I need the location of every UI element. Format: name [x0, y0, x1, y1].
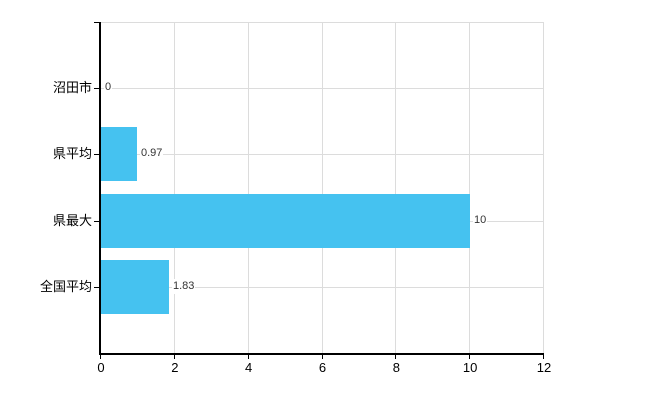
x-axis-line — [99, 353, 544, 355]
value-label: 0.97 — [140, 146, 164, 161]
category-label: 全国平均 — [39, 279, 92, 294]
grid-line-vertical — [469, 22, 471, 353]
x-axis-tick — [247, 354, 249, 359]
grid-line-horizontal — [101, 22, 544, 23]
grid-line-horizontal — [101, 287, 544, 288]
x-axis-tick-label: 8 — [392, 360, 400, 375]
category-label: 沼田市 — [52, 80, 92, 95]
bar — [101, 260, 169, 314]
grid-line-horizontal — [101, 154, 544, 155]
y-axis-tick — [94, 221, 100, 222]
x-axis-tick — [469, 354, 471, 359]
y-axis-tick — [94, 88, 100, 89]
value-label: 1.83 — [172, 279, 196, 294]
x-axis-tick-label: 6 — [318, 360, 327, 375]
category-label: 県平均 — [52, 146, 92, 161]
x-axis-tick — [100, 354, 101, 359]
x-axis-tick-label: 2 — [171, 360, 179, 375]
bar — [101, 127, 137, 181]
grid-line-vertical — [543, 22, 544, 353]
x-axis-tick-label: 12 — [536, 360, 552, 375]
grid-line-vertical — [173, 22, 175, 353]
x-axis-tick-label: 4 — [245, 360, 253, 375]
grid-line-vertical — [321, 22, 323, 353]
x-axis-tick — [395, 354, 397, 359]
y-axis-top-tick — [94, 22, 100, 23]
x-axis-tick — [543, 354, 544, 359]
y-axis-tick — [94, 154, 100, 155]
bar — [101, 194, 470, 248]
grid-line-horizontal — [101, 88, 544, 89]
category-label: 県最大 — [52, 213, 92, 228]
value-label: 10 — [473, 213, 488, 228]
y-axis-line — [99, 22, 101, 355]
grid-line-vertical — [247, 22, 249, 353]
x-axis-tick-label: 10 — [462, 360, 478, 375]
y-axis-tick — [94, 287, 100, 288]
x-axis-tick — [173, 354, 175, 359]
x-axis-tick — [321, 354, 323, 359]
value-label: 0 — [104, 80, 113, 95]
x-axis-tick-label: 0 — [97, 360, 105, 375]
grid-line-vertical — [395, 22, 397, 353]
